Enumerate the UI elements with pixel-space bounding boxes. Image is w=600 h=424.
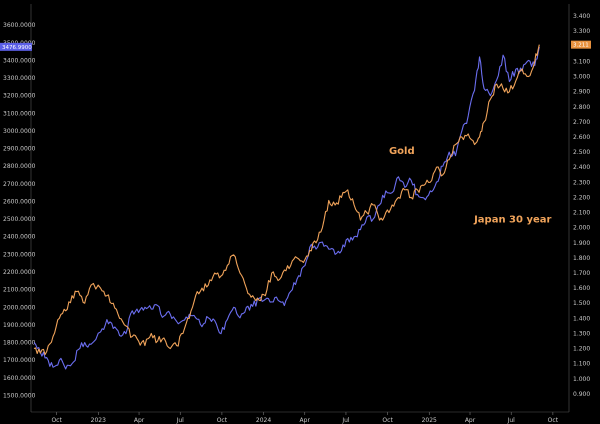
x-tick-label: Apr	[134, 417, 145, 424]
y-right-tick-label: 3.100	[573, 58, 590, 65]
series-line-japan-30-year	[33, 44, 540, 356]
y-right-tick-label: 2.900	[573, 89, 590, 96]
right-current-value-text: 3.211	[573, 43, 589, 49]
y-right-tick-label: 2.400	[573, 164, 590, 171]
y-left-tick-label: 2100.0000	[3, 287, 36, 294]
annotation-label: Gold	[389, 146, 415, 157]
x-tick-label: Jul	[341, 417, 350, 424]
y-right-tick-label: 1.000	[573, 376, 590, 383]
y-left-tick-label: 2000.0000	[3, 304, 36, 311]
y-right-tick-label: 3.300	[573, 28, 590, 35]
x-tick-label: Oct	[217, 417, 228, 424]
y-left-tick-label: 2200.0000	[3, 269, 36, 276]
y-right-tick-label: 1.700	[573, 270, 590, 277]
y-left-tick-label: 1900.0000	[3, 322, 36, 329]
right-current-value-badge	[571, 40, 591, 49]
x-tick-label: Oct	[548, 417, 559, 424]
y-left-tick-label: 3100.0000	[3, 110, 36, 117]
y-left-tick-label: 3000.0000	[3, 128, 36, 135]
y-left-tick-label: 3600.0000	[3, 22, 36, 29]
x-tick-label: 2024	[256, 417, 271, 424]
y-left-tick-label: 3400.0000	[3, 57, 36, 64]
y-right-tick-label: 2.800	[573, 104, 590, 111]
x-tick-label: Jul	[176, 417, 185, 424]
left-current-value-text: 3476.9900	[2, 45, 32, 51]
y-left-tick-label: 1600.0000	[3, 375, 36, 382]
y-right-tick-label: 1.500	[573, 300, 590, 307]
y-left-tick-label: 2400.0000	[3, 234, 36, 241]
y-right-tick-label: 1.300	[573, 330, 590, 337]
x-tick-label: 2023	[91, 417, 106, 424]
y-left-tick-label: 3200.0000	[3, 93, 36, 100]
x-tick-label: Oct	[51, 417, 62, 424]
y-right-tick-label: 1.800	[573, 255, 590, 262]
annotation-label: Japan 30 year	[473, 215, 551, 226]
left-current-value-badge	[0, 42, 32, 51]
y-left-tick-label: 1500.0000	[3, 392, 36, 399]
y-left-tick-label: 1800.0000	[3, 340, 36, 347]
y-left-tick-label: 2500.0000	[3, 216, 36, 223]
y-right-tick-label: 2.300	[573, 179, 590, 186]
x-tick-label: Apr	[300, 417, 311, 424]
y-left-tick-label: 2800.0000	[3, 163, 36, 170]
series-line-gold	[33, 46, 540, 370]
y-right-tick-label: 2.000	[573, 225, 590, 232]
y-right-tick-label: 1.100	[573, 361, 590, 368]
y-left-tick-label: 2700.0000	[3, 181, 36, 188]
y-right-tick-label: 1.600	[573, 285, 590, 292]
y-right-tick-label: 2.200	[573, 194, 590, 201]
y-left-tick-label: 3300.0000	[3, 75, 36, 82]
y-right-tick-label: 3.400	[573, 13, 590, 20]
x-tick-label: Oct	[382, 417, 393, 424]
y-left-tick-label: 1700.0000	[3, 357, 36, 364]
x-tick-label: Apr	[465, 417, 476, 424]
y-left-tick-label: 2600.0000	[3, 198, 36, 205]
x-tick-label: 2025	[422, 417, 437, 424]
y-right-tick-label: 3.000	[573, 74, 590, 81]
y-right-tick-label: 2.100	[573, 210, 590, 217]
y-left-tick-label: 2900.0000	[3, 146, 36, 153]
y-right-tick-label: 0.900	[573, 391, 590, 398]
y-right-tick-label: 2.500	[573, 149, 590, 156]
y-right-tick-label: 2.700	[573, 119, 590, 126]
y-right-tick-label: 1.900	[573, 240, 590, 247]
y-right-tick-label: 1.200	[573, 346, 590, 353]
x-tick-label: Jul	[507, 417, 516, 424]
y-right-tick-label: 1.400	[573, 315, 590, 322]
y-right-tick-label: 2.600	[573, 134, 590, 141]
y-left-tick-label: 2300.0000	[3, 251, 36, 258]
